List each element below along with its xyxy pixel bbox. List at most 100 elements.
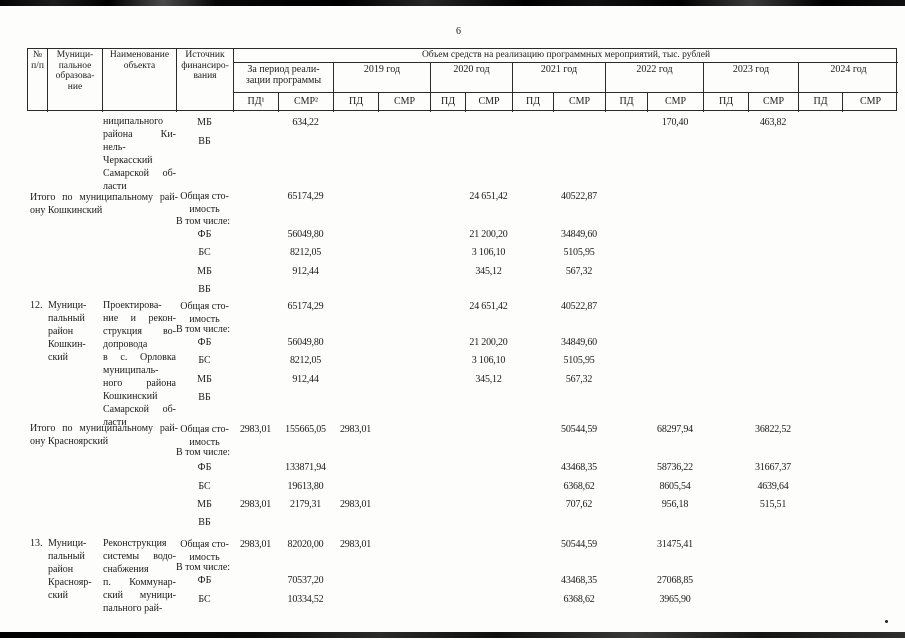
value-cell-smr_period: 912,44 <box>292 374 319 385</box>
finance-row: ФБ 70537,20 43468,35 27068,85 <box>176 574 897 587</box>
funding-source-cell: Общая сто-имость <box>176 190 233 216</box>
header-period-6: 2024 год <box>799 63 898 93</box>
header-period-5: 2023 год <box>704 63 799 93</box>
text-line: Кошкинский <box>103 391 158 402</box>
value-cell-smr_2020: 3 106,10 <box>471 355 506 366</box>
text-line: 2022 год <box>636 64 673 75</box>
text-line: ФБ <box>197 462 212 473</box>
value-cell-smr_2020: 21 200,20 <box>469 337 508 348</box>
value-cell-smr_2020: 21 200,20 <box>469 229 508 240</box>
header-col-object-name: Наименование объекта <box>103 49 177 112</box>
text-line: Общая сто- <box>180 191 229 202</box>
page-number: 6 <box>456 26 461 37</box>
text-line: Проектирова- <box>103 300 162 311</box>
value-cell-smr_period: 82020,00 <box>287 539 324 550</box>
text-line: МБ <box>197 374 212 385</box>
text-line: ниципального <box>103 116 164 127</box>
header-pd-5: ПД <box>704 93 749 112</box>
text-line: нель- <box>103 142 126 153</box>
funding-source-cell: БС <box>176 593 233 606</box>
text-line: зации программы <box>245 74 322 86</box>
including-note: В том числе: <box>176 447 231 458</box>
text-line: Источник <box>185 50 225 60</box>
finance-row: Общая сто-имость 65174,29 24 651,42 40522,8… <box>176 190 897 216</box>
text-line: ного района <box>103 378 176 389</box>
text-line: ону Кошкинский <box>30 205 103 216</box>
value-cell-smr_period: 56049,80 <box>287 337 324 348</box>
text-line: ский <box>48 590 68 601</box>
value-cell-smr_2021: 34849,60 <box>561 337 597 348</box>
header-period-3: 2021 год <box>513 63 606 93</box>
text-line: имость <box>189 437 220 448</box>
header-period-0: За период реали-зации программы <box>234 63 334 93</box>
value-cell-smr_2022: 3965,90 <box>659 594 691 605</box>
funding-source-cell: МБ <box>176 373 233 386</box>
finance-row: ВБ <box>176 135 897 148</box>
value-cell-smr_2020: 24 651,42 <box>469 301 508 312</box>
funding-source-cell: МБ <box>176 265 233 278</box>
header-pd-2: ПД <box>431 93 466 112</box>
text-line: БС <box>198 247 211 258</box>
value-cell-smr_2021: 567,32 <box>565 374 593 385</box>
value-cell-smr_2021: 6368,62 <box>563 481 595 492</box>
text-line: п/п <box>31 60 44 71</box>
value-cell-smr_2023: 4639,64 <box>757 481 789 492</box>
subtotal-label: Итого по муниципальному рай-ону Кошкинск… <box>30 191 178 217</box>
text-line: ласти <box>103 181 127 192</box>
value-cell-smr_2021: 43468,35 <box>561 462 597 473</box>
text-line: имость <box>189 314 220 325</box>
text-line: Реконструкция <box>103 538 167 549</box>
header-smr-6: СМР <box>859 96 882 108</box>
value-cell-smr_2021: 5105,95 <box>563 355 595 366</box>
finance-row: Общая сто-имость 2983,01 82020,00 2983,01 50… <box>176 538 897 564</box>
text-line: финансиро- <box>181 60 229 71</box>
text-line: вания <box>193 71 217 81</box>
including-note: В том числе: <box>176 216 231 227</box>
text-line: Муници- <box>48 538 87 549</box>
text-line: БС <box>198 594 211 605</box>
text-line: БС <box>198 355 211 366</box>
text-line: ВБ <box>198 284 211 295</box>
header-smr-2: СМР <box>466 93 513 112</box>
text-line: ВБ <box>198 136 211 147</box>
text-line: ский муници- <box>103 590 176 601</box>
header-smr-0: СМР² <box>279 93 334 112</box>
text-line: имость <box>189 204 220 215</box>
value-cell-smr_2021: 43468,35 <box>561 575 597 586</box>
text-line: 2021 год <box>540 64 578 75</box>
text-line: Наименование <box>109 50 170 60</box>
funding-source-cell: ВБ <box>176 391 233 404</box>
subtotal-label: Итого по муниципальному рай-ону Краснояр… <box>30 422 178 448</box>
including-note: В том числе: <box>176 324 231 335</box>
value-cell-smr_2023: 515,51 <box>759 499 787 510</box>
funding-source-cell: МБ <box>176 116 233 129</box>
funding-source-cell: БС <box>176 480 233 493</box>
header-pd-3: ПД <box>513 93 554 112</box>
text-line: Общая сто- <box>180 424 229 435</box>
text-line: ние и рекон- <box>103 313 176 324</box>
header-smr-1: СМР <box>379 93 431 112</box>
text-line: ский <box>48 352 68 363</box>
table-header: № п/п Муници-пальное образова-ние Наименован… <box>27 48 898 112</box>
value-cell-smr_2021: 34849,60 <box>561 229 597 240</box>
scan-artifact-bottom-bar <box>0 632 905 638</box>
text-line: Самарской об- <box>103 404 176 415</box>
funding-source-cell: ФБ <box>176 574 233 587</box>
header-col-municipality: Муници-пальное образова-ние <box>48 49 103 112</box>
text-line: МБ <box>197 499 212 510</box>
text-line: ФБ <box>197 575 212 586</box>
text-line: п. Коммунар- <box>103 577 176 588</box>
text-line: 2024 год <box>830 64 867 75</box>
text-line: № <box>32 50 43 60</box>
text-line: Общая сто- <box>180 539 229 550</box>
finance-row: БС 8212,05 3 106,10 5105,95 <box>176 246 897 259</box>
value-cell-smr_2021: 5105,95 <box>563 247 595 258</box>
value-cell-smr_2020: 24 651,42 <box>469 191 508 202</box>
value-cell-smr_2022: 31475,41 <box>657 539 693 550</box>
object-name-cell: Реконструкция системы водо-снабжения п. Ко… <box>103 537 176 615</box>
value-cell-pd_period: 2983,01 <box>239 424 272 435</box>
finance-row: ФБ 56049,80 21 200,20 34849,60 <box>176 228 897 241</box>
text-line: образова- <box>55 71 95 81</box>
value-cell-pd_period: 2983,01 <box>239 539 272 550</box>
